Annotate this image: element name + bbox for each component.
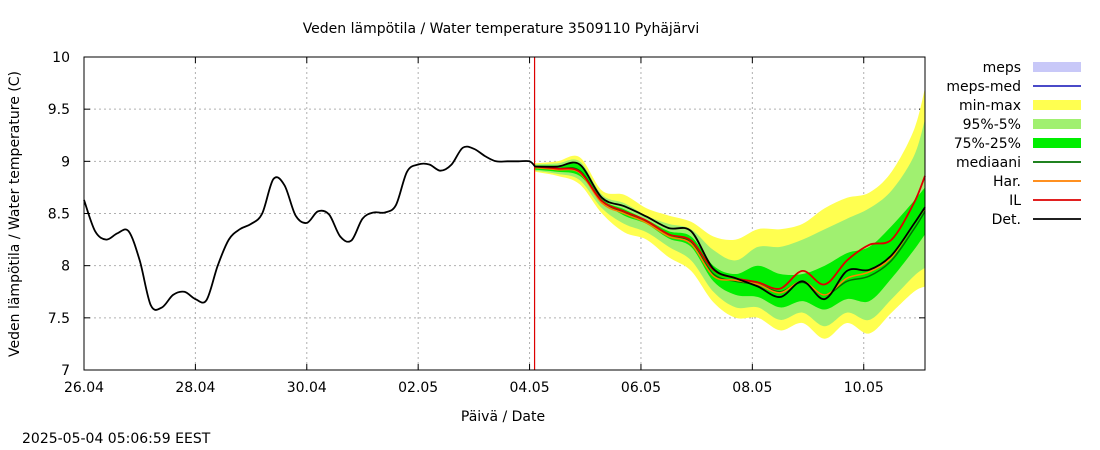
line-det-observed	[83, 145, 536, 311]
x-tick-label: 02.05	[398, 380, 438, 396]
legend-label-p95_5: 95%-5%	[963, 117, 1021, 133]
x-tick-label: 04.05	[510, 380, 550, 396]
y-tick-label: 8.5	[48, 207, 70, 223]
legend: meps meps-med min-max 95%-5% 75%-25% mediaani…	[946, 60, 1081, 228]
line-har	[535, 166, 926, 296]
legend-label-meps_med: meps-med	[946, 79, 1021, 95]
y-tick-label: 10	[52, 50, 70, 66]
legend-swatch-meps	[1033, 62, 1081, 72]
legend-label-median: mediaani	[956, 155, 1021, 171]
legend-label-minmax: min-max	[959, 98, 1021, 114]
x-tick-label: 10.05	[844, 380, 884, 396]
y-tick-label: 7	[61, 363, 70, 379]
legend-label-il: IL	[1009, 193, 1021, 209]
plot-frame	[83, 56, 926, 371]
x-axis-label: Päivä / Date	[461, 409, 545, 425]
y-tick-label: 8	[61, 259, 70, 275]
timestamp: 2025-05-04 05:06:59 EEST	[22, 431, 211, 447]
legend-label-meps: meps	[983, 60, 1021, 76]
legend-swatch-p95_5	[1033, 119, 1081, 129]
x-tick-label: 26.04	[64, 380, 104, 396]
x-tick-label: 28.04	[175, 380, 215, 396]
line-det-forecast	[535, 161, 926, 301]
y-tick-label: 7.5	[48, 311, 70, 327]
x-tick-label: 30.04	[287, 380, 327, 396]
chart-title: Veden lämpötila / Water temperature 3509…	[303, 21, 700, 37]
y-tick-label: 9	[61, 154, 70, 170]
x-tick-label: 08.05	[732, 380, 772, 396]
legend-swatch-p75_25	[1033, 138, 1081, 148]
legend-label-det: Det.	[992, 212, 1021, 228]
plot-area: 7 7.5 8 8.5 9 9.5 10 26.04 28.04 30.04 02.05 04.05 0…	[48, 50, 926, 396]
y-tick-label: 9.5	[48, 102, 70, 118]
legend-label-p75_25: 75%-25%	[954, 136, 1021, 152]
legend-swatch-minmax	[1033, 100, 1081, 110]
y-axis-label: Veden lämpötila / Water temperature (C)	[7, 71, 23, 357]
x-tick-label: 06.05	[621, 380, 661, 396]
band-75-25	[535, 163, 925, 310]
legend-label-har: Har.	[993, 174, 1021, 190]
